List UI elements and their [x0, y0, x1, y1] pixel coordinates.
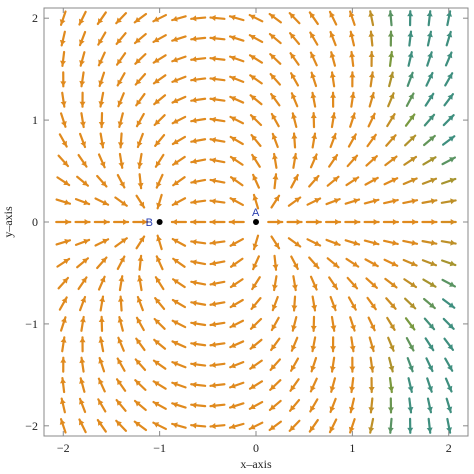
x-tick-label: −1 [153, 441, 166, 455]
x-tick-label: 1 [349, 441, 355, 455]
y-tick-label: 2 [32, 11, 38, 25]
x-tick-label: −2 [57, 441, 70, 455]
y-tick-label: 1 [32, 113, 38, 127]
point-a-label: A [252, 207, 260, 219]
x-tick-label: 0 [253, 441, 259, 455]
y-tick-label: −1 [25, 317, 38, 331]
y-tick-label: −2 [25, 419, 38, 433]
y-axis-label: y–axis [1, 206, 15, 238]
point-a-marker [253, 219, 259, 225]
x-tick-label: 2 [446, 441, 452, 455]
point-b-marker [157, 219, 163, 225]
y-tick-label: 0 [32, 215, 38, 229]
y-tick-labels: −2 −1 0 1 2 [25, 11, 38, 433]
x-axis-label: x–axis [240, 457, 272, 471]
point-b-label: B [146, 217, 153, 229]
x-tick-labels: −2 −1 0 1 2 [57, 441, 452, 455]
